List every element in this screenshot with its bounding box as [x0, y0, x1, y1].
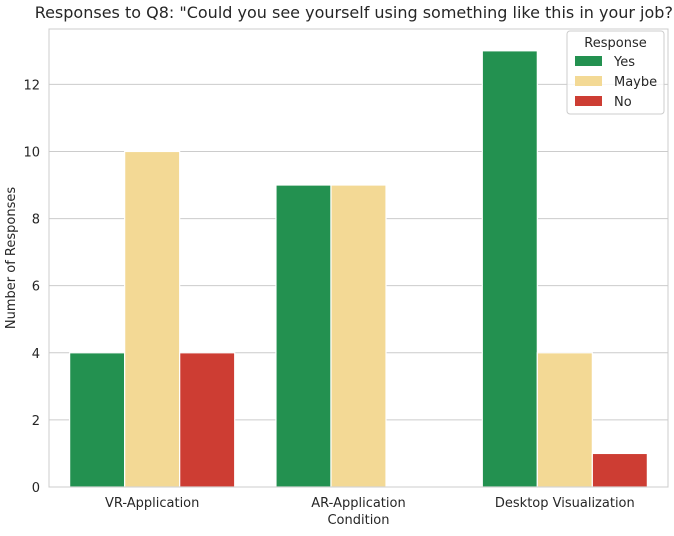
y-tick-label: 10 — [23, 145, 40, 160]
legend-box — [566, 30, 665, 115]
legend: Response Yes Maybe No — [566, 30, 665, 115]
bar-yes — [481, 50, 538, 488]
plot-frame — [48, 28, 669, 488]
bar-yes — [69, 352, 126, 488]
x-tick-label: VR-Application — [105, 496, 199, 511]
y-tick-label: 6 — [32, 280, 40, 295]
y-tick-label: 12 — [23, 78, 40, 93]
x-axis-label: Condition — [327, 513, 389, 528]
legend-swatch-no — [575, 96, 602, 106]
bars — [69, 50, 648, 488]
chart-title: Responses to Q8: "Could you see yourself… — [35, 3, 674, 22]
legend-swatch-yes — [575, 56, 602, 66]
y-tick-label: 0 — [32, 481, 40, 496]
x-tick-labels: VR-Application AR-Application Desktop Visu… — [105, 496, 635, 511]
legend-title: Response — [584, 36, 646, 51]
y-axis-label: Number of Responses — [4, 187, 19, 329]
legend-label-yes: Yes — [613, 55, 635, 70]
bar-maybe — [330, 184, 387, 488]
y-tick-labels: 0 2 4 6 8 10 12 — [23, 78, 40, 496]
bar-no — [179, 352, 236, 488]
bar-no — [591, 452, 648, 488]
legend-items: Yes Maybe No — [575, 55, 657, 110]
y-tick-label: 2 — [32, 414, 40, 429]
x-tick-label: Desktop Visualization — [495, 496, 635, 511]
bar-maybe — [536, 352, 593, 488]
legend-label-no: No — [614, 95, 632, 110]
y-tick-label: 4 — [32, 347, 40, 362]
bar-yes — [275, 184, 332, 488]
bar-maybe — [124, 150, 181, 488]
legend-label-maybe: Maybe — [614, 75, 657, 90]
y-tick-label: 8 — [32, 213, 40, 228]
x-tick-label: AR-Application — [311, 496, 405, 511]
legend-swatch-maybe — [575, 76, 602, 86]
